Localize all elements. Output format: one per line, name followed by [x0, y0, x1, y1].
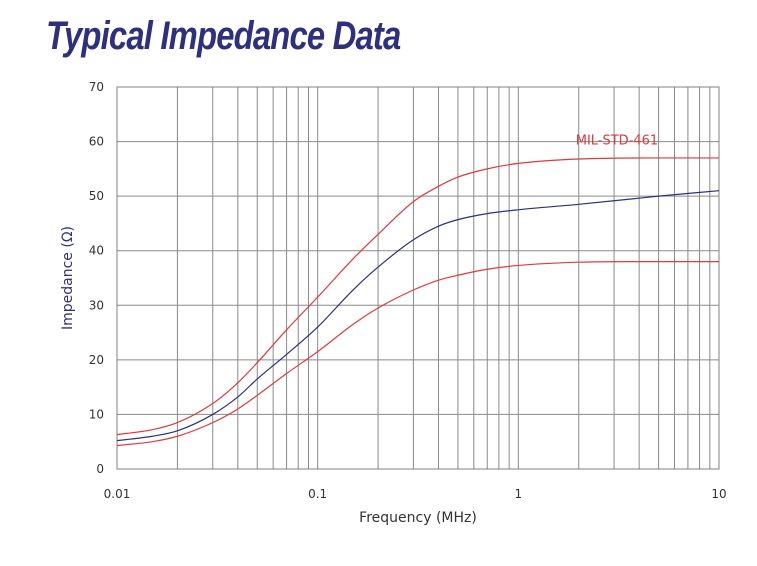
y-tick-label: 10 — [89, 407, 104, 421]
y-tick-label: 20 — [89, 353, 104, 367]
y-tick-label: 60 — [89, 135, 104, 149]
x-tick-label: 0.01 — [104, 487, 131, 501]
y-tick-label: 40 — [89, 244, 104, 258]
annotation-label: MIL-STD-461 — [576, 134, 658, 149]
y-axis-label: Impedance (Ω) — [60, 226, 76, 330]
grid — [117, 87, 719, 469]
x-tick-label: 1 — [515, 487, 523, 501]
x-tick-label: 0.1 — [308, 487, 327, 501]
x-tick-label: 10 — [711, 487, 726, 501]
y-tick-label: 50 — [89, 189, 104, 203]
y-tick-label: 30 — [89, 298, 104, 312]
tick-labels: 0 10 20 30 40 50 60 70 0.01 0.1 1 10 — [89, 80, 727, 501]
series-layer — [116, 157, 720, 447]
y-tick-label: 70 — [89, 80, 104, 94]
typical-line — [116, 190, 720, 442]
upper-limit-line — [116, 157, 719, 436]
plot-frame — [116, 86, 720, 470]
page-title: Typical Impedance Data — [46, 14, 401, 58]
y-tick-label: 0 — [96, 462, 104, 476]
x-axis-label: Frequency (MHz) — [359, 510, 477, 526]
lower-limit-line — [116, 260, 719, 447]
annotations: MIL-STD-461 — [576, 134, 658, 149]
